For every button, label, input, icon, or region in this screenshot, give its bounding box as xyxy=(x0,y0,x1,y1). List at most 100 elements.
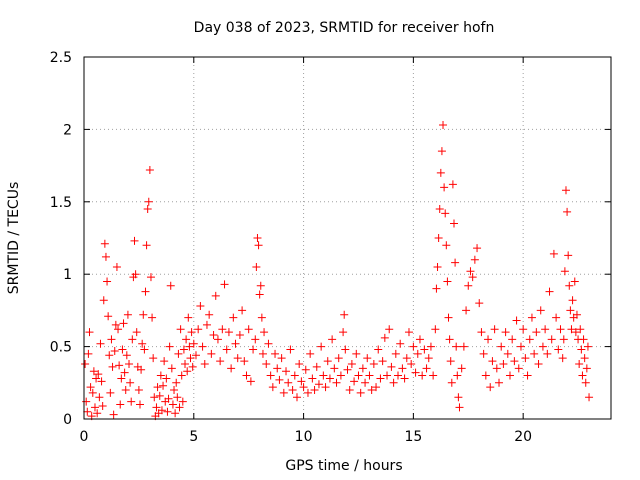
data-point xyxy=(256,281,265,290)
data-point xyxy=(101,252,110,261)
data-point xyxy=(183,367,192,376)
data-point xyxy=(436,168,445,177)
data-point xyxy=(235,331,244,340)
data-point xyxy=(429,371,438,380)
y-axis-label: SRMTID / TECUs xyxy=(6,182,22,295)
data-point xyxy=(295,359,304,368)
data-point xyxy=(205,310,214,319)
data-point xyxy=(127,397,136,406)
data-point xyxy=(268,383,277,392)
data-point xyxy=(468,273,477,282)
data-point xyxy=(103,277,112,286)
data-point xyxy=(577,345,586,354)
data-point xyxy=(174,349,183,358)
data-point xyxy=(165,342,174,351)
data-point xyxy=(163,407,172,416)
data-point xyxy=(166,281,175,290)
data-point xyxy=(365,371,374,380)
data-point xyxy=(94,370,103,379)
data-point xyxy=(90,403,99,412)
data-point xyxy=(171,409,180,418)
data-point xyxy=(271,349,280,358)
data-point xyxy=(152,403,161,412)
data-point xyxy=(308,374,317,383)
chart-title: Day 038 of 2023, SRMTID for receiver hof… xyxy=(194,20,495,36)
data-point xyxy=(402,354,411,363)
data-point xyxy=(328,335,337,344)
data-point xyxy=(153,383,162,392)
y-tick-label: 0 xyxy=(63,412,72,428)
x-tick-label: 10 xyxy=(295,429,313,445)
data-point xyxy=(560,267,569,276)
data-point xyxy=(86,383,95,392)
grid xyxy=(84,57,611,419)
data-point xyxy=(452,342,461,351)
x-tick-label: 20 xyxy=(514,429,532,445)
data-point xyxy=(372,383,381,392)
data-point xyxy=(442,241,451,250)
data-point xyxy=(81,359,90,368)
data-point xyxy=(422,364,431,373)
data-point xyxy=(396,339,405,348)
data-point xyxy=(447,378,456,387)
data-point xyxy=(334,354,343,363)
data-point xyxy=(115,361,124,370)
data-point xyxy=(260,328,269,337)
data-point xyxy=(547,335,556,344)
data-point xyxy=(374,345,383,354)
data-point xyxy=(536,306,545,315)
data-point xyxy=(142,241,151,250)
data-point xyxy=(321,383,330,392)
data-point xyxy=(473,244,482,253)
data-points xyxy=(81,121,594,421)
data-point xyxy=(128,335,137,344)
data-point xyxy=(332,378,341,387)
data-point xyxy=(100,239,109,248)
data-point xyxy=(173,393,182,402)
x-tick-label: 15 xyxy=(404,429,422,445)
data-point xyxy=(164,394,173,403)
data-point xyxy=(378,357,387,366)
data-point xyxy=(249,345,258,354)
data-point xyxy=(512,316,521,325)
data-point xyxy=(266,371,275,380)
x-tick-label: 5 xyxy=(189,429,198,445)
data-point xyxy=(257,313,266,322)
data-point xyxy=(138,339,147,348)
data-point xyxy=(185,342,194,351)
data-point xyxy=(582,364,591,373)
data-point xyxy=(240,357,249,366)
data-point xyxy=(162,374,171,383)
data-point xyxy=(181,359,190,368)
data-point xyxy=(231,339,240,348)
data-point xyxy=(118,345,127,354)
data-point xyxy=(299,383,308,392)
data-point xyxy=(519,325,528,334)
data-point xyxy=(418,371,427,380)
data-point xyxy=(354,371,363,380)
data-point xyxy=(306,349,315,358)
data-point xyxy=(446,357,455,366)
data-point xyxy=(341,345,350,354)
data-point xyxy=(561,186,570,195)
data-point xyxy=(413,349,422,358)
data-point xyxy=(466,267,475,276)
data-point xyxy=(570,277,579,286)
data-point xyxy=(434,234,443,242)
data-point xyxy=(196,302,205,311)
data-point xyxy=(347,359,356,368)
data-point xyxy=(437,147,446,156)
data-point xyxy=(356,388,365,397)
data-point xyxy=(479,349,488,358)
y-tick-label: 1.5 xyxy=(50,195,72,211)
data-point xyxy=(145,165,154,174)
data-point xyxy=(177,371,186,380)
data-point xyxy=(132,328,141,337)
data-point xyxy=(415,335,424,344)
data-point xyxy=(188,362,197,371)
data-point xyxy=(172,378,181,387)
data-point xyxy=(325,374,334,383)
data-point xyxy=(441,209,450,218)
data-point xyxy=(451,258,460,267)
